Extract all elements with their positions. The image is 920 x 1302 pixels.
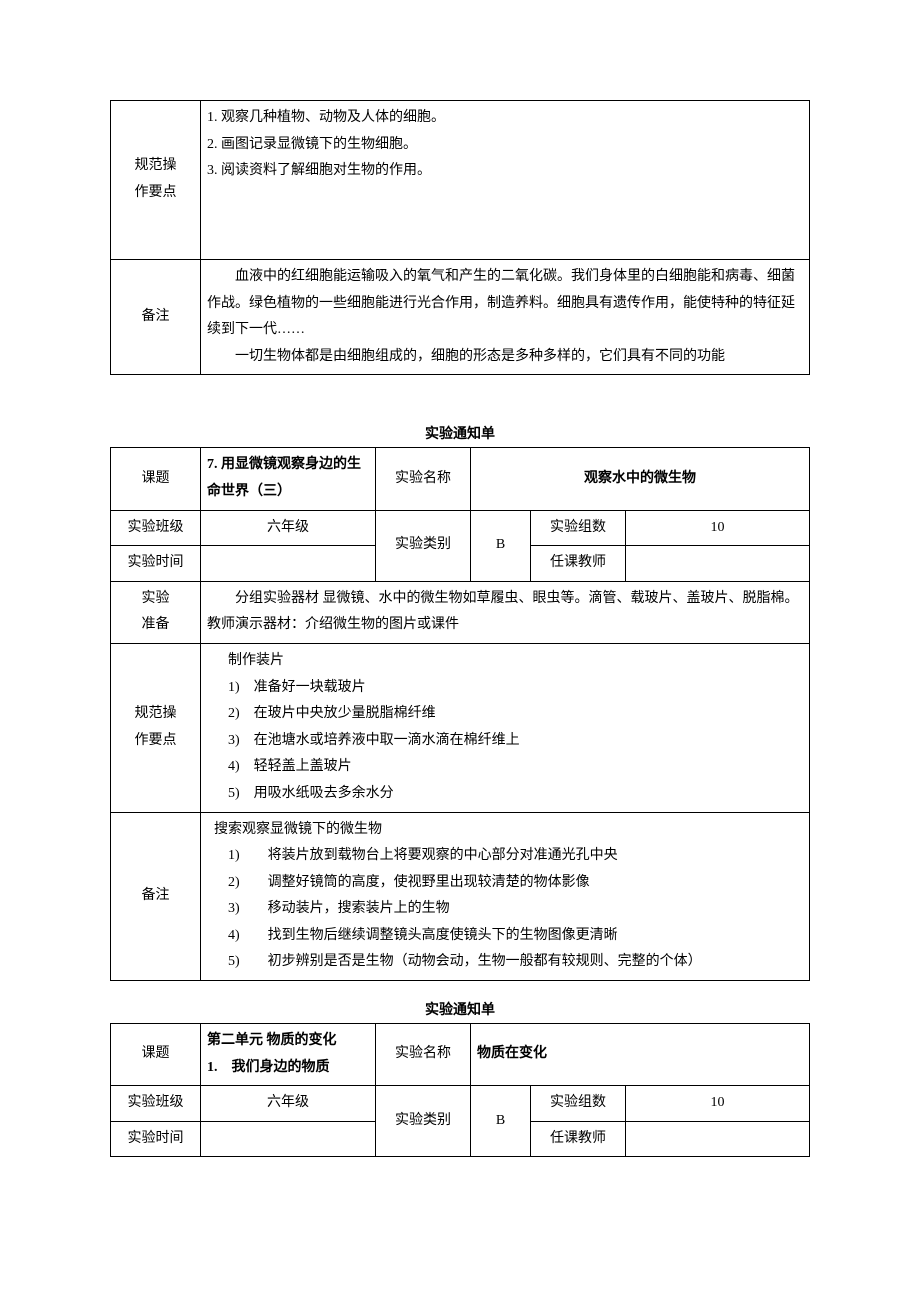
t2-r2-c5: 实验组数 xyxy=(531,510,626,546)
t1-r1-l3: 3. 阅读资料了解细胞对生物的作用。 xyxy=(207,158,803,185)
t1-row1-content: 1. 观察几种植物、动物及人体的细胞。 2. 画图记录显微镜下的生物细胞。 3.… xyxy=(201,101,810,260)
t2-r3-c1: 实验时间 xyxy=(111,546,201,582)
table-row: 课题 7. 用显微镜观察身边的生命世界（三） 实验名称 观察水中的微生物 xyxy=(111,448,810,510)
spacer xyxy=(110,375,810,405)
t3-r3-c6 xyxy=(626,1121,810,1157)
t2-r6-s2: 2) 调整好镜筒的高度，使视野里出现较清楚的物体影像 xyxy=(207,870,803,897)
table-row: 实验班级 六年级 实验类别 B 实验组数 10 xyxy=(111,1086,810,1122)
t1-r2-p2: 一切生物体都是由细胞组成的，细胞的形态是多种多样的，它们具有不同的功能 xyxy=(207,344,803,371)
t1-row2-label: 备注 xyxy=(111,260,201,375)
t1-row2-content: 血液中的红细胞能运输吸入的氧气和产生的二氧化碳。我们身体里的白细胞能和病毒、细菌… xyxy=(201,260,810,375)
t2-r3-c6 xyxy=(626,546,810,582)
t3-r2-c6: 10 xyxy=(626,1086,810,1122)
t2-r4-p2: 教师演示器材：介绍微生物的图片或课件 xyxy=(207,612,803,639)
table-row: 规范操作要点 1. 观察几种植物、动物及人体的细胞。 2. 画图记录显微镜下的生… xyxy=(111,101,810,260)
section-title-2: 实验通知单 xyxy=(110,423,810,443)
t3-r1-c2a: 第二单元 物质的变化 xyxy=(207,1028,369,1055)
t2-r6-s3: 3) 移动装片，搜索装片上的生物 xyxy=(207,896,803,923)
t2-r5-s3: 3) 在池塘水或培养液中取一滴水滴在棉纤维上 xyxy=(207,728,803,755)
t3-r3-c1: 实验时间 xyxy=(111,1121,201,1157)
t3-r3-c2 xyxy=(201,1121,376,1157)
table-row: 备注 血液中的红细胞能运输吸入的氧气和产生的二氧化碳。我们身体里的白细胞能和病毒… xyxy=(111,260,810,375)
t2-r5-c1: 规范操作要点 xyxy=(111,643,201,812)
page: 规范操作要点 1. 观察几种植物、动物及人体的细胞。 2. 画图记录显微镜下的生… xyxy=(0,0,920,1217)
t2-r6-content: 搜索观察显微镜下的微生物 1) 将装片放到载物台上将要观察的中心部分对准通光孔中… xyxy=(201,812,810,981)
t2-r1-c3: 实验名称 xyxy=(376,448,471,510)
t1-r2-p1: 血液中的红细胞能运输吸入的氧气和产生的二氧化碳。我们身体里的白细胞能和病毒、细菌… xyxy=(207,264,803,344)
t2-r1-c4: 观察水中的微生物 xyxy=(471,448,810,510)
t2-r1-c2: 7. 用显微镜观察身边的生命世界（三） xyxy=(201,448,376,510)
t2-r6-s4: 4) 找到生物后继续调整镜头高度使镜头下的生物图像更清晰 xyxy=(207,923,803,950)
t2-r5-s5: 5) 用吸水纸吸去多余水分 xyxy=(207,781,803,808)
table-1: 规范操作要点 1. 观察几种植物、动物及人体的细胞。 2. 画图记录显微镜下的生… xyxy=(110,100,810,375)
table-row: 备注 搜索观察显微镜下的微生物 1) 将装片放到载物台上将要观察的中心部分对准通… xyxy=(111,812,810,981)
t3-r2-c2: 六年级 xyxy=(201,1086,376,1122)
t3-r1-c1: 课题 xyxy=(111,1024,201,1086)
t2-r6-c1: 备注 xyxy=(111,812,201,981)
t2-r3-c5: 任课教师 xyxy=(531,546,626,582)
t3-r1-c2: 第二单元 物质的变化 1. 我们身边的物质 xyxy=(201,1024,376,1086)
t2-r6-s5: 5) 初步辨别是否是生物（动物会动，生物一般都有较规则、完整的个体） xyxy=(207,949,803,976)
t2-r2-c1: 实验班级 xyxy=(111,510,201,546)
t3-r2-c3: 实验类别 xyxy=(376,1086,471,1157)
table-row: 实验班级 六年级 实验类别 B 实验组数 10 xyxy=(111,510,810,546)
t3-r2-c4: B xyxy=(471,1086,531,1157)
t2-r2-c2: 六年级 xyxy=(201,510,376,546)
t3-r1-c3: 实验名称 xyxy=(376,1024,471,1086)
t2-r1-c1: 课题 xyxy=(111,448,201,510)
t3-r2-c1: 实验班级 xyxy=(111,1086,201,1122)
t2-r3-c2 xyxy=(201,546,376,582)
t2-r4-p1: 分组实验器材 显微镜、水中的微生物如草履虫、眼虫等。滴管、载玻片、盖玻片、脱脂棉… xyxy=(207,586,803,613)
table-row: 课题 第二单元 物质的变化 1. 我们身边的物质 实验名称 物质在变化 xyxy=(111,1024,810,1086)
t1-row1-label: 规范操作要点 xyxy=(111,101,201,260)
t3-r1-c4: 物质在变化 xyxy=(471,1024,810,1086)
t3-r2-c5: 实验组数 xyxy=(531,1086,626,1122)
table-2: 课题 7. 用显微镜观察身边的生命世界（三） 实验名称 观察水中的微生物 实验班… xyxy=(110,447,810,981)
table-row: 规范操作要点 制作装片 1) 准备好一块载玻片 2) 在玻片中央放少量脱脂棉纤维… xyxy=(111,643,810,812)
t1-r1-l2: 2. 画图记录显微镜下的生物细胞。 xyxy=(207,132,803,159)
t2-r5-s4: 4) 轻轻盖上盖玻片 xyxy=(207,754,803,781)
table-3: 课题 第二单元 物质的变化 1. 我们身边的物质 实验名称 物质在变化 实验班级… xyxy=(110,1023,810,1157)
t2-r2-c3: 实验类别 xyxy=(376,510,471,581)
section-title-3: 实验通知单 xyxy=(110,999,810,1019)
t2-r2-c6: 10 xyxy=(626,510,810,546)
t2-r5-content: 制作装片 1) 准备好一块载玻片 2) 在玻片中央放少量脱脂棉纤维 3) 在池塘… xyxy=(201,643,810,812)
t3-r3-c5: 任课教师 xyxy=(531,1121,626,1157)
t2-r5-head: 制作装片 xyxy=(207,648,803,675)
t2-r2-c4: B xyxy=(471,510,531,581)
t3-r1-c2b: 1. 我们身边的物质 xyxy=(207,1055,369,1082)
t2-r4-c1: 实验准备 xyxy=(111,581,201,643)
t2-r6-head: 搜索观察显微镜下的微生物 xyxy=(207,817,803,844)
t2-r5-s1: 1) 准备好一块载玻片 xyxy=(207,675,803,702)
t2-r6-s1: 1) 将装片放到载物台上将要观察的中心部分对准通光孔中央 xyxy=(207,843,803,870)
table-row: 实验准备 分组实验器材 显微镜、水中的微生物如草履虫、眼虫等。滴管、载玻片、盖玻… xyxy=(111,581,810,643)
t2-r5-s2: 2) 在玻片中央放少量脱脂棉纤维 xyxy=(207,701,803,728)
t1-r1-l1: 1. 观察几种植物、动物及人体的细胞。 xyxy=(207,105,803,132)
t2-r4-content: 分组实验器材 显微镜、水中的微生物如草履虫、眼虫等。滴管、载玻片、盖玻片、脱脂棉… xyxy=(201,581,810,643)
